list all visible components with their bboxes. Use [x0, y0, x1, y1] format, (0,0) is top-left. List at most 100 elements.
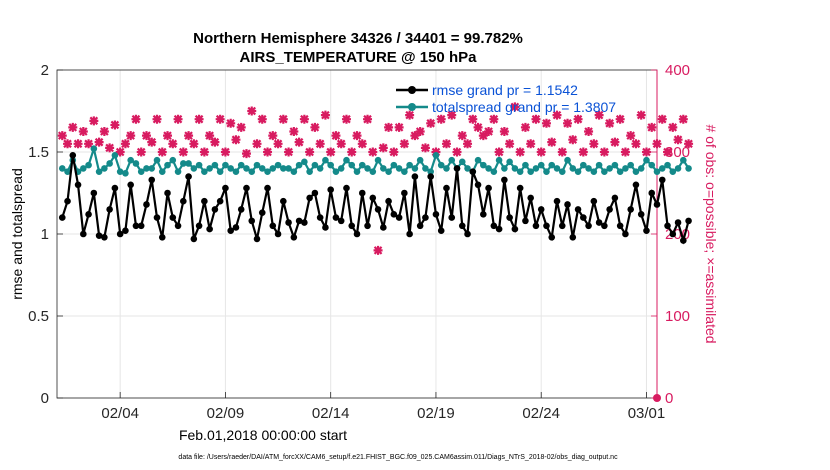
- rmse-point: [437, 227, 445, 235]
- rmse-point: [127, 181, 134, 189]
- totalspread-point: [243, 165, 250, 172]
- obs-point: [178, 147, 188, 157]
- rmse-point: [269, 222, 277, 230]
- obs-point: [557, 147, 567, 157]
- rmse-point: [653, 201, 661, 208]
- obs-point: [473, 122, 483, 132]
- x-tick-label: 02/19: [417, 405, 455, 422]
- totalspread-point: [264, 168, 271, 175]
- totalspread-point: [132, 160, 140, 167]
- obs-point: [626, 131, 636, 141]
- totalspread-point: [574, 168, 582, 175]
- obs-point: [563, 118, 573, 128]
- rmse-point: [543, 222, 550, 230]
- possible-obs-marker: [653, 394, 661, 402]
- rmse-point: [616, 222, 624, 230]
- rmse-point: [553, 197, 561, 205]
- obs-point: [205, 131, 215, 141]
- totalspread-point: [348, 161, 356, 169]
- obs-point: [441, 139, 451, 149]
- rmse-point: [143, 201, 150, 208]
- obs-point: [157, 147, 167, 157]
- totalspread-point: [174, 168, 182, 175]
- totalspread-point: [269, 165, 277, 172]
- rmse-point: [227, 227, 234, 235]
- totalspread-point: [232, 168, 240, 175]
- obs-point: [89, 116, 99, 126]
- totalspread-point: [680, 156, 687, 164]
- totalspread-point: [306, 168, 313, 175]
- rmse-point: [522, 217, 529, 225]
- obs-point: [94, 137, 104, 147]
- obs-point: [520, 122, 530, 132]
- obs-point: [68, 122, 78, 132]
- totalspread-point: [458, 158, 466, 166]
- totalspread-point: [143, 165, 150, 172]
- totalspread-point: [674, 165, 682, 172]
- obs-point: [589, 139, 599, 149]
- totalspread-point: [501, 165, 508, 172]
- rmse-point: [301, 219, 308, 226]
- totalspread-point: [564, 156, 571, 164]
- rmse-point: [590, 197, 598, 205]
- rmse-point: [669, 230, 677, 238]
- obs-point: [384, 122, 394, 132]
- rmse-point: [316, 214, 324, 221]
- obs-point: [526, 139, 536, 149]
- totalspread-point: [206, 165, 213, 172]
- totalspread-point: [527, 168, 534, 175]
- totalspread-point: [464, 165, 471, 172]
- rmse-point: [180, 197, 187, 205]
- obs-point: [63, 139, 73, 149]
- obs-point: [73, 139, 83, 149]
- rmse-point: [348, 222, 356, 230]
- totalspread-point: [443, 165, 450, 172]
- totalspread-point: [80, 165, 87, 172]
- obs-point: [331, 131, 341, 141]
- rmse-point: [516, 184, 524, 192]
- totalspread-point: [316, 165, 324, 172]
- rmse-point: [116, 230, 124, 238]
- obs-point: [189, 139, 199, 149]
- rmse-point: [327, 186, 334, 194]
- obs-point: [168, 139, 178, 149]
- obs-point: [499, 127, 509, 136]
- rmse-point: [211, 206, 219, 213]
- obs-point: [436, 114, 446, 124]
- rmse-point: [132, 222, 140, 230]
- obs-point: [510, 102, 520, 112]
- obs-point: [315, 139, 325, 149]
- rmse-point: [248, 217, 256, 225]
- obs-point: [352, 131, 362, 141]
- y-right-tick-label: 400: [665, 62, 690, 79]
- obs-point: [536, 147, 546, 157]
- totalspread-point: [116, 168, 124, 175]
- totalspread-point: [406, 161, 413, 169]
- totalspread-point: [480, 161, 487, 169]
- totalspread-point: [337, 165, 345, 172]
- rmse-point: [611, 194, 619, 202]
- obs-point: [78, 127, 88, 136]
- obs-point: [410, 131, 420, 141]
- obs-point: [547, 137, 557, 147]
- obs-point: [184, 131, 194, 141]
- totalspread-point: [669, 168, 677, 175]
- obs-point: [484, 127, 494, 136]
- obs-point: [399, 139, 409, 149]
- x-tick-label: 02/24: [522, 405, 560, 422]
- obs-point: [310, 122, 320, 132]
- obs-point: [394, 122, 404, 132]
- rmse-point: [443, 184, 450, 192]
- obs-point: [684, 139, 694, 149]
- totalspread-point: [580, 161, 587, 169]
- totalspread-point: [106, 160, 113, 167]
- obs-point: [99, 127, 109, 136]
- obs-point: [594, 110, 604, 120]
- obs-point: [257, 114, 267, 124]
- totalspread-point: [195, 161, 203, 169]
- rmse-point: [395, 214, 403, 221]
- obs-point: [541, 118, 551, 128]
- obs-point: [568, 135, 578, 145]
- totalspread-point: [311, 161, 319, 169]
- totalspread-point: [569, 165, 577, 172]
